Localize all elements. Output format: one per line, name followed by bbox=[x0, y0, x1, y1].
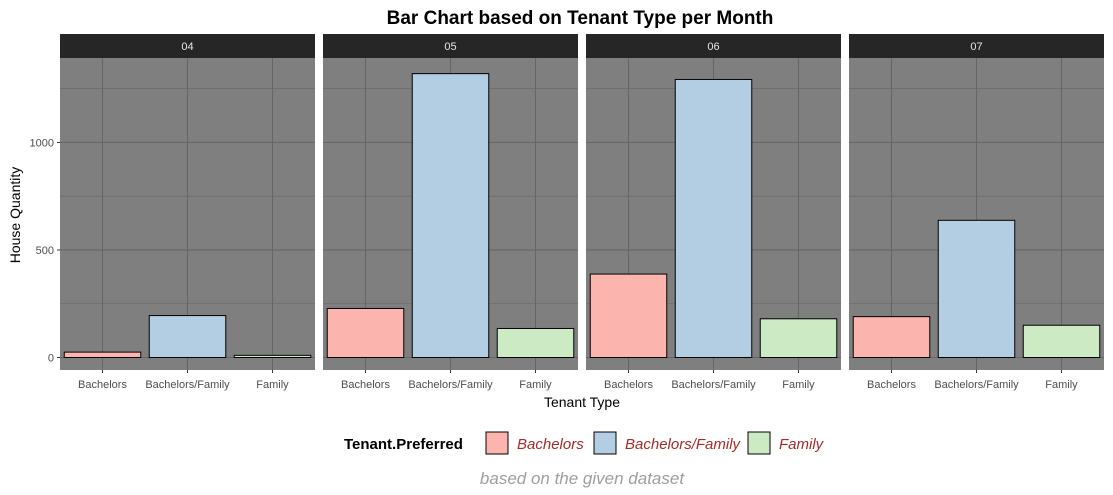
legend: Tenant.Preferred Bachelors Bachelors/Famil… bbox=[344, 431, 825, 455]
y-tick-label: 0 bbox=[48, 353, 54, 365]
bar-05-bachelors-family bbox=[411, 73, 490, 359]
bar-07-bachelors bbox=[852, 316, 931, 358]
x-tick-label: Bachelors bbox=[867, 379, 916, 391]
panel-05: 05 Bachelors Bachelors/Family Family bbox=[323, 34, 578, 391]
legend-item: Family bbox=[747, 431, 825, 455]
y-tick-label: 1000 bbox=[30, 137, 54, 149]
facet-strip bbox=[586, 34, 841, 58]
x-tick-label: Family bbox=[1045, 379, 1078, 391]
bar-06-family bbox=[759, 318, 838, 358]
bar-04-bachelors-family bbox=[148, 315, 227, 358]
legend-key bbox=[485, 431, 509, 455]
facet-strip bbox=[60, 34, 315, 58]
facet-strip bbox=[323, 34, 578, 58]
legend-label: Bachelors/Family bbox=[625, 436, 742, 453]
facet-strip-label: 07 bbox=[970, 41, 982, 53]
facet-strip-label: 06 bbox=[707, 41, 719, 53]
legend-label: Bachelors bbox=[517, 436, 584, 453]
legend-item: Bachelors bbox=[485, 431, 584, 455]
panel-04: 04 Bachelors Bachelors/Family Family bbox=[60, 34, 315, 391]
x-axis-title: Tenant Type bbox=[544, 394, 620, 410]
facet-strip bbox=[849, 34, 1104, 58]
bar-05-family bbox=[496, 327, 575, 359]
bar-06-bachelors-family bbox=[674, 78, 753, 358]
bar-04-family bbox=[233, 354, 312, 359]
legend-key bbox=[593, 431, 617, 455]
legend-title: Tenant.Preferred bbox=[344, 436, 463, 453]
chart-title: Bar Chart based on Tenant Type per Month bbox=[387, 8, 774, 29]
x-tick-label: Family bbox=[782, 379, 815, 391]
x-tick-label: Bachelors/Family bbox=[408, 379, 493, 391]
bar-07-family bbox=[1022, 324, 1101, 358]
bar-07-bachelors-family bbox=[937, 219, 1016, 358]
facet-strip-label: 05 bbox=[444, 41, 456, 53]
x-tick-label: Bachelors/Family bbox=[671, 379, 756, 391]
x-tick-label: Bachelors bbox=[604, 379, 653, 391]
bar-05-bachelors bbox=[326, 307, 405, 359]
x-tick-label: Family bbox=[256, 379, 289, 391]
x-tick-label: Bachelors bbox=[341, 379, 390, 391]
legend-label: Family bbox=[779, 436, 825, 453]
bar-06-bachelors bbox=[589, 273, 668, 358]
x-tick-label: Bachelors/Family bbox=[934, 379, 1019, 391]
x-tick-label: Bachelors/Family bbox=[145, 379, 230, 391]
x-tick-label: Family bbox=[519, 379, 552, 391]
legend-key bbox=[747, 431, 771, 455]
x-tick-label: Bachelors bbox=[78, 379, 127, 391]
y-axis: 0 500 1000 bbox=[30, 137, 60, 365]
panel-07: 07 Bachelors Bachelors/Family Family bbox=[849, 34, 1104, 391]
y-axis-title: House Quantity bbox=[7, 167, 23, 264]
y-tick-label: 500 bbox=[36, 245, 54, 257]
facet-strip-label: 04 bbox=[181, 41, 193, 53]
chart-caption: based on the given dataset bbox=[480, 469, 685, 488]
facet-panels: 04 Bachelors Bachelors/Family Family 05 Bache… bbox=[60, 34, 1104, 391]
panel-06: 06 Bachelors Bachelors/Family Family bbox=[586, 34, 841, 391]
legend-item: Bachelors/Family bbox=[593, 431, 742, 455]
bar-04-bachelors bbox=[63, 351, 142, 358]
